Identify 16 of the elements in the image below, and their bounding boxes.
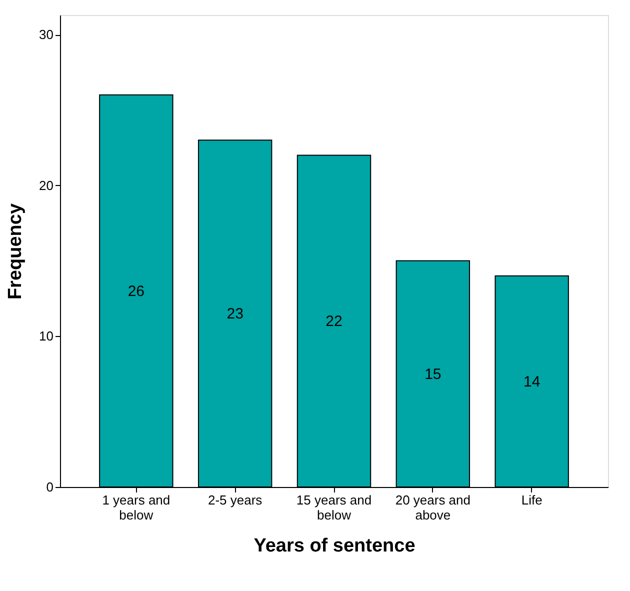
data-label: 23 <box>226 306 244 323</box>
data-label: 26 <box>128 282 145 300</box>
x-axis-title: Years of sentence <box>254 536 416 556</box>
y-axis-title: Frequency <box>5 203 26 300</box>
x-tick-label: 20 years and above <box>395 492 471 522</box>
x-tick-label: Life <box>521 492 542 508</box>
x-tick-label: 2-5 years <box>208 492 263 508</box>
x-tick-label: 15 years and below <box>296 492 372 522</box>
data-label: 22 <box>326 313 342 330</box>
y-tick-label: 10 <box>39 328 54 344</box>
y-tick-label: 30 <box>39 27 54 42</box>
data-label: 15 <box>424 366 442 383</box>
y-tick-label: 0 <box>46 480 54 494</box>
data-label: 14 <box>523 373 540 390</box>
x-tick-label: 1 years and below <box>102 492 170 522</box>
y-tick-label: 20 <box>39 178 54 193</box>
